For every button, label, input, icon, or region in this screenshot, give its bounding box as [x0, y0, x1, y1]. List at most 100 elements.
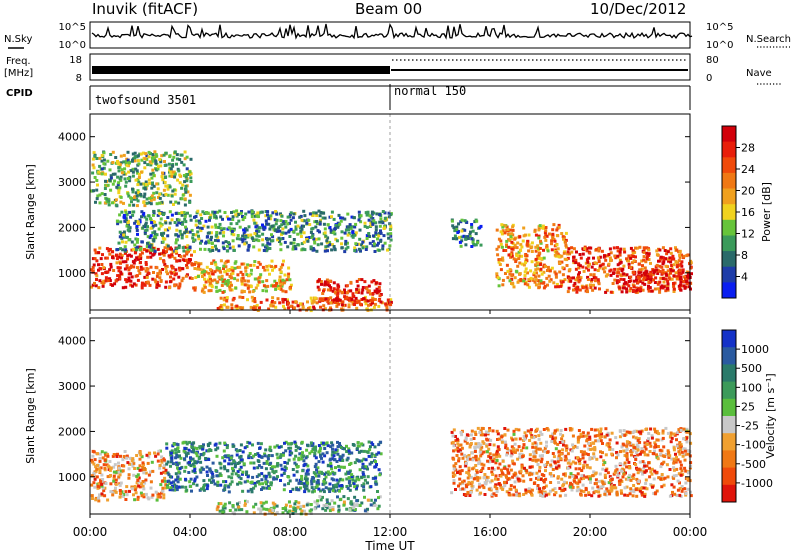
- power-cell: [102, 266, 105, 269]
- velocity-cell: [357, 441, 360, 444]
- power-cell: [183, 255, 186, 258]
- velocity-cell: [273, 506, 276, 509]
- power-cell: [144, 152, 147, 155]
- velocity-cell: [228, 501, 231, 504]
- power-cell: [377, 234, 380, 237]
- power-cell: [587, 278, 590, 281]
- power-cell: [265, 223, 268, 226]
- power-cell: [232, 233, 235, 236]
- velocity-cell: [489, 452, 492, 455]
- power-cell: [382, 210, 385, 213]
- power-cell: [258, 249, 261, 252]
- power-cell: [222, 231, 225, 234]
- power-cell: [531, 250, 534, 253]
- velocity-cell: [283, 488, 286, 491]
- velocity-cell: [504, 433, 507, 436]
- power-cell: [166, 216, 169, 219]
- power-cell: [556, 234, 559, 237]
- velocity-cell: [284, 465, 287, 468]
- velocity-cell: [310, 450, 313, 453]
- velocity-cell: [319, 447, 322, 450]
- velocity-cell: [207, 443, 210, 446]
- power-colorbar-swatch: [722, 173, 736, 189]
- power-cell: [135, 256, 138, 259]
- velocity-cell: [163, 477, 166, 480]
- power-cell: [101, 167, 104, 170]
- velocity-cell: [456, 442, 459, 445]
- velocity-cell: [453, 479, 456, 482]
- velocity-cell: [217, 505, 220, 508]
- power-cell: [156, 272, 159, 275]
- power-cell: [580, 257, 583, 260]
- velocity-cell: [615, 456, 618, 459]
- power-cell: [303, 231, 306, 234]
- velocity-cell: [375, 463, 378, 466]
- power-cell: [220, 297, 223, 300]
- velocity-cell: [295, 449, 298, 452]
- power-cell: [516, 246, 519, 249]
- power-cell: [378, 249, 381, 252]
- power-cell: [115, 254, 118, 257]
- power-cell: [603, 254, 606, 257]
- power-cell: [248, 274, 251, 277]
- power-cell: [626, 273, 629, 276]
- power-cell: [500, 268, 503, 271]
- velocity-cell: [135, 491, 138, 494]
- velocity-cell: [318, 471, 321, 474]
- power-cell: [579, 253, 582, 256]
- power-cell: [213, 279, 216, 282]
- power-cell: [151, 157, 154, 160]
- velocity-cell: [325, 476, 328, 479]
- power-cell: [522, 240, 525, 243]
- power-cell: [361, 289, 364, 292]
- power-cell: [537, 286, 540, 289]
- power-cell: [661, 272, 664, 275]
- velocity-cell: [155, 491, 158, 494]
- power-cell: [223, 303, 226, 306]
- power-cell: [134, 159, 137, 162]
- power-cell: [215, 286, 218, 289]
- power-cell: [246, 298, 249, 301]
- power-cell: [568, 268, 571, 271]
- velocity-cell: [122, 465, 125, 468]
- velocity-cell: [595, 478, 598, 481]
- power-cell: [554, 240, 557, 243]
- power-cell: [322, 304, 325, 307]
- power-cell: [222, 291, 225, 294]
- power-cell: [282, 305, 285, 308]
- power-cell: [551, 228, 554, 231]
- power-cell: [259, 211, 262, 214]
- velocity-cell: [132, 474, 135, 477]
- velocity-cell: [555, 447, 558, 450]
- power-cell: [346, 297, 349, 300]
- power-cell: [219, 232, 222, 235]
- velocity-cell: [318, 495, 321, 498]
- power-cell: [153, 150, 156, 153]
- power-cell: [109, 263, 112, 266]
- power-cell: [156, 283, 159, 286]
- power-cell: [495, 272, 498, 275]
- velocity-cell: [242, 450, 245, 453]
- velocity-cell: [515, 489, 518, 492]
- power-cell: [384, 302, 387, 305]
- velocity-cell: [350, 452, 353, 455]
- velocity-cell: [190, 458, 193, 461]
- power-cell: [555, 273, 558, 276]
- power-cell: [323, 223, 326, 226]
- power-cell: [604, 291, 607, 294]
- velocity-cell: [584, 494, 587, 497]
- velocity-cell: [265, 475, 268, 478]
- velocity-cell: [539, 454, 542, 457]
- velocity-cell: [103, 494, 106, 497]
- power-cell: [169, 280, 172, 283]
- velocity-cell: [370, 503, 373, 506]
- power-cell: [252, 245, 255, 248]
- power-cell: [368, 219, 371, 222]
- velocity-cell: [288, 459, 291, 462]
- velocity-cell: [122, 469, 125, 472]
- velocity-cell: [367, 451, 370, 454]
- power-cell: [174, 268, 177, 271]
- velocity-cell: [634, 463, 637, 466]
- power-cell: [575, 291, 578, 294]
- power-cell: [371, 300, 374, 303]
